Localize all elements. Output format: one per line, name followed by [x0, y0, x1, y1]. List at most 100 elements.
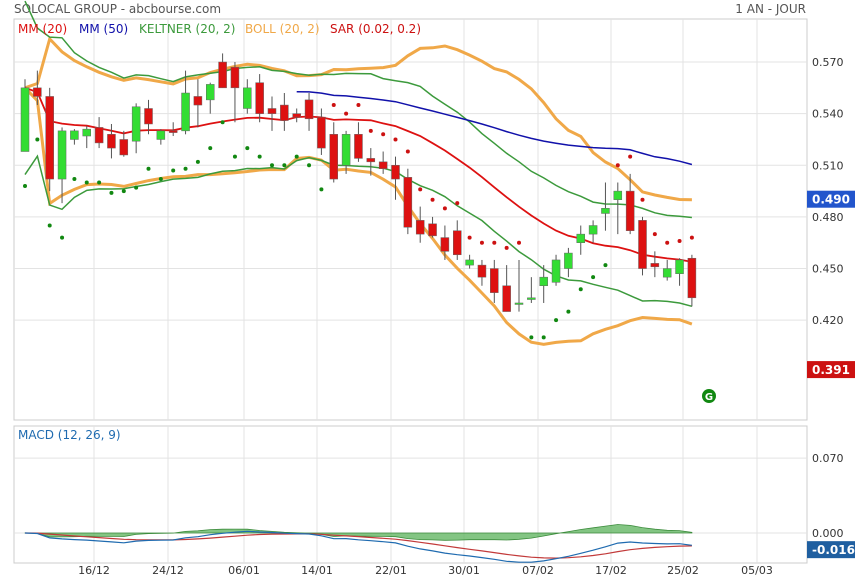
sar-dot	[554, 318, 559, 323]
x-tick-label: 25/02	[667, 564, 699, 577]
macd-histogram-area	[24, 524, 693, 541]
candle-body	[576, 233, 585, 243]
keltner-upper	[24, 0, 692, 219]
sar-dot	[257, 154, 262, 159]
legend-boll: BOLL (20, 2)	[245, 22, 320, 36]
candle-body	[527, 297, 536, 300]
candle-body	[675, 259, 684, 274]
sar-dot	[591, 275, 596, 280]
period-label: 1 AN - JOUR	[735, 2, 806, 16]
sar-dot	[319, 187, 324, 192]
sar-dot	[208, 146, 213, 151]
candle-body	[564, 252, 573, 269]
mm50-badge-text: 0.490	[812, 193, 850, 207]
candle-body	[601, 208, 610, 214]
sar-dot	[393, 137, 398, 142]
sar-dot	[578, 287, 583, 292]
price-tick-label: 0.570	[812, 56, 844, 69]
sar-dot	[689, 235, 694, 240]
price-tick-label: 0.540	[812, 108, 844, 121]
candle-body	[193, 96, 203, 106]
sar-dot	[652, 232, 657, 237]
legend-mm50: MM (50)	[79, 22, 128, 36]
sar-dot	[405, 149, 410, 154]
sar-dot	[60, 235, 65, 240]
buy-signal-marker	[702, 389, 716, 403]
sar-dot	[232, 154, 237, 159]
candle-body	[156, 130, 166, 140]
candle-body	[168, 130, 178, 133]
sar-dot	[171, 168, 176, 173]
x-axis: 16/12 24/12 06/01 14/01 22/01 30/01 07/02 17/02…	[78, 564, 773, 577]
sar-dot	[294, 154, 299, 159]
candle-body	[354, 134, 363, 159]
candle-body	[33, 87, 42, 97]
candle-body	[341, 134, 351, 166]
sar-dot	[183, 166, 188, 171]
candle-body	[144, 108, 153, 125]
candle-body	[329, 134, 338, 180]
candle-body	[107, 134, 116, 149]
last-price-badge-bg	[807, 361, 855, 379]
candle-body	[57, 130, 67, 180]
sar-dot	[640, 197, 645, 202]
candle-body	[477, 264, 487, 278]
sar-dot	[541, 335, 546, 340]
sar-dot	[220, 120, 225, 125]
value-badges: 0.490 0.391 -0.016	[807, 190, 855, 559]
sar-dot	[455, 201, 460, 206]
candlesticks	[20, 53, 697, 312]
sar-dot	[344, 111, 349, 116]
sar-dot	[270, 163, 274, 168]
candle-body	[514, 302, 524, 305]
price-tick-label: 0.420	[812, 314, 844, 327]
price-tick-label: 0.450	[812, 263, 844, 276]
candle-body	[453, 230, 462, 256]
last-price-badge-text: 0.391	[812, 363, 850, 377]
candle-body	[662, 268, 672, 278]
sar-dot	[418, 187, 423, 192]
sar-dot	[517, 240, 521, 245]
legend-keltner: KELTNER (20, 2)	[139, 22, 235, 36]
sar-dot	[529, 335, 534, 340]
sar-dot	[492, 240, 497, 245]
candle-body	[94, 127, 104, 144]
candle-body	[490, 268, 499, 293]
bollinger-upper	[24, 35, 692, 202]
macd-signal-line	[24, 532, 692, 559]
sar-dots	[23, 103, 694, 340]
macd-tick-label: 0.070	[812, 452, 844, 465]
sar-dot	[35, 137, 40, 142]
buy-signal-label: G	[705, 392, 713, 403]
legend-mm20: MM (20)	[18, 22, 67, 36]
candle-body	[440, 237, 450, 252]
mm50-line	[296, 91, 693, 166]
candle-body	[280, 104, 289, 121]
sar-dot	[245, 146, 250, 151]
candle-body	[206, 84, 215, 101]
mm50-badge-bg	[807, 190, 855, 208]
candle-body	[551, 259, 561, 283]
sar-dot	[628, 154, 633, 159]
candle-body	[378, 161, 388, 169]
x-tick-label: 16/12	[78, 564, 110, 577]
candle-body	[613, 190, 623, 200]
macd-badge-text: -0.016	[812, 543, 855, 557]
sar-dot	[331, 103, 336, 108]
sar-dot	[615, 163, 620, 168]
sar-dot	[566, 309, 571, 314]
sar-dot	[109, 190, 114, 195]
candle-body	[267, 108, 277, 114]
sar-dot	[121, 189, 126, 194]
candle-body	[304, 99, 314, 120]
candle-body	[218, 61, 227, 89]
candle-body	[638, 220, 647, 269]
bollinger-lower	[23, 86, 693, 346]
price-tick-label: 0.510	[812, 159, 844, 172]
price-tick-label: 0.480	[812, 211, 844, 224]
chart-title: SOLOCAL GROUP - abcbourse.com	[14, 2, 222, 16]
x-tick-label: 06/01	[228, 564, 260, 577]
x-tick-label: 22/01	[375, 564, 407, 577]
sar-dot	[479, 240, 484, 245]
candle-body	[45, 96, 54, 180]
